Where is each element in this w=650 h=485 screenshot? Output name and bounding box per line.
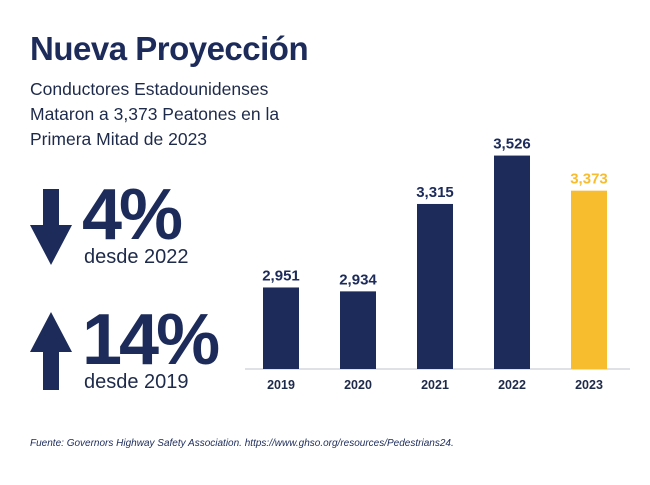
x-tick-label: 2020 bbox=[344, 378, 372, 392]
bar-2020 bbox=[340, 291, 376, 369]
stat-label: desde 2022 bbox=[84, 246, 189, 268]
arrow-up-icon bbox=[30, 312, 72, 390]
arrow-down-icon bbox=[30, 189, 72, 265]
subtitle-line: Primera Mitad de 2023 bbox=[30, 129, 208, 149]
x-tick-label: 2022 bbox=[498, 378, 526, 392]
stat-value: 4% bbox=[82, 175, 183, 255]
bar-2019 bbox=[263, 287, 299, 369]
data-label: 2,951 bbox=[262, 267, 300, 284]
x-tick-label: 2021 bbox=[421, 378, 449, 392]
subtitle-line: Conductores Estadounidenses bbox=[30, 79, 269, 99]
x-tick-label: 2019 bbox=[267, 378, 295, 392]
bar-2022 bbox=[494, 155, 530, 369]
subtitle-line: Mataron a 3,373 Peatones en la bbox=[30, 104, 280, 124]
page-title: Nueva Proyección bbox=[30, 30, 309, 67]
data-label: 3,315 bbox=[416, 184, 454, 201]
data-label: 2,934 bbox=[339, 271, 377, 288]
source-note: Fuente: Governors Highway Safety Associa… bbox=[30, 438, 454, 449]
subtitle: Conductores Estadounidenses Mataron a 3,… bbox=[30, 77, 330, 152]
data-label: 3,526 bbox=[493, 136, 531, 153]
bar-2021 bbox=[417, 203, 453, 369]
x-tick-label: 2023 bbox=[575, 378, 603, 392]
stat-label: desde 2019 bbox=[84, 371, 189, 393]
data-label: 3,373 bbox=[570, 171, 608, 188]
stat-value: 14% bbox=[82, 300, 220, 380]
bar-2023 bbox=[571, 190, 607, 369]
